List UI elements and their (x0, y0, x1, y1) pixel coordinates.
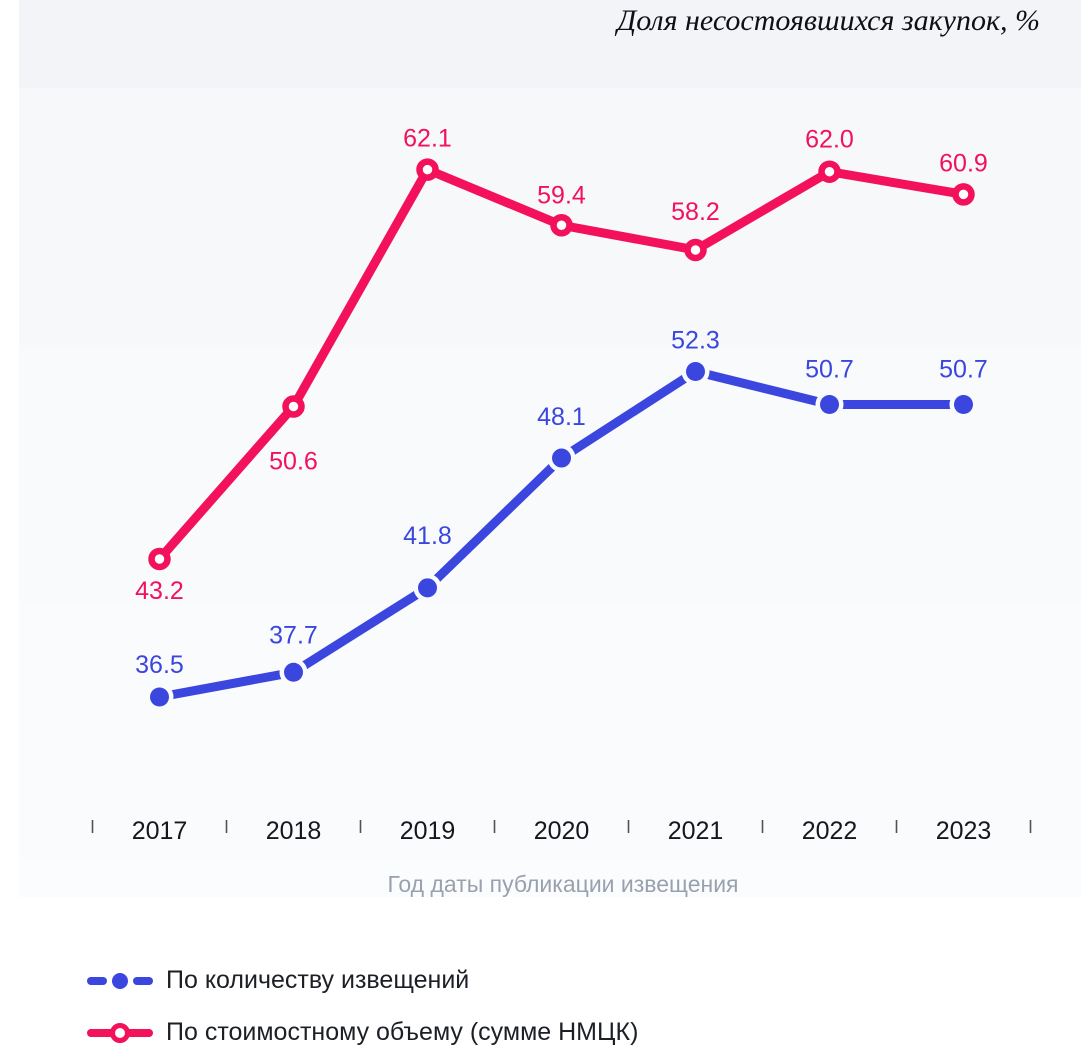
year-tick-label: 2017 (132, 817, 188, 845)
legend-item-count: По количеству извещений (87, 966, 638, 995)
x-axis-title: Год даты публикации извещения (387, 871, 739, 897)
year-tick-label: 2023 (936, 817, 992, 845)
value-label: 52.3 (671, 327, 720, 355)
value-label: 50.6 (269, 448, 318, 476)
data-point (282, 395, 305, 418)
data-point (284, 662, 303, 682)
value-label: 36.5 (135, 651, 184, 679)
plot-band (19, 859, 1081, 897)
legend-item-value: По стоимостному объему (сумме НМЦК) (87, 1018, 638, 1047)
legend-marker-value-icon (87, 1022, 153, 1043)
value-label: 50.7 (805, 355, 854, 383)
year-tick-label: 2018 (266, 817, 322, 845)
value-label: 43.2 (135, 577, 184, 605)
chart-svg: 2017 2018 2019 2020 2021 2022 2023 43.2 50.6 62.1… (19, 0, 1081, 897)
data-point (418, 578, 437, 598)
legend-label-count: По количеству извещений (166, 966, 470, 994)
data-point (686, 362, 705, 382)
data-point (148, 547, 171, 571)
value-label: 41.8 (403, 522, 452, 550)
value-label: 58.2 (671, 198, 720, 226)
data-point (952, 183, 975, 206)
legend: По количеству извещений По стоимостному … (87, 966, 638, 1047)
plot-band (19, 602, 1081, 859)
value-label: 50.7 (939, 355, 988, 383)
legend-label-value: По стоимостному объему (сумме НМЦК) (166, 1018, 639, 1046)
data-point (820, 394, 839, 414)
value-label: 60.9 (939, 149, 988, 177)
data-point (550, 214, 573, 237)
data-point (954, 394, 973, 414)
year-tick-label: 2020 (534, 817, 590, 845)
value-label: 59.4 (537, 181, 586, 209)
value-label: 62.1 (403, 125, 452, 153)
legend-marker-count-icon (87, 972, 153, 989)
data-point (150, 687, 169, 707)
plot-band (19, 0, 1081, 88)
value-label: 62.0 (805, 126, 854, 154)
year-tick-label: 2021 (668, 817, 724, 845)
value-label: 37.7 (269, 621, 318, 649)
data-point (552, 448, 571, 468)
data-point (818, 160, 841, 183)
value-label: 48.1 (537, 403, 586, 431)
data-point (416, 158, 439, 181)
chart-title: Доля несостоявшихся закупок, % (617, 4, 1040, 37)
year-tick-label: 2019 (400, 817, 456, 845)
data-point (684, 238, 707, 262)
year-tick-label: 2022 (802, 817, 858, 845)
